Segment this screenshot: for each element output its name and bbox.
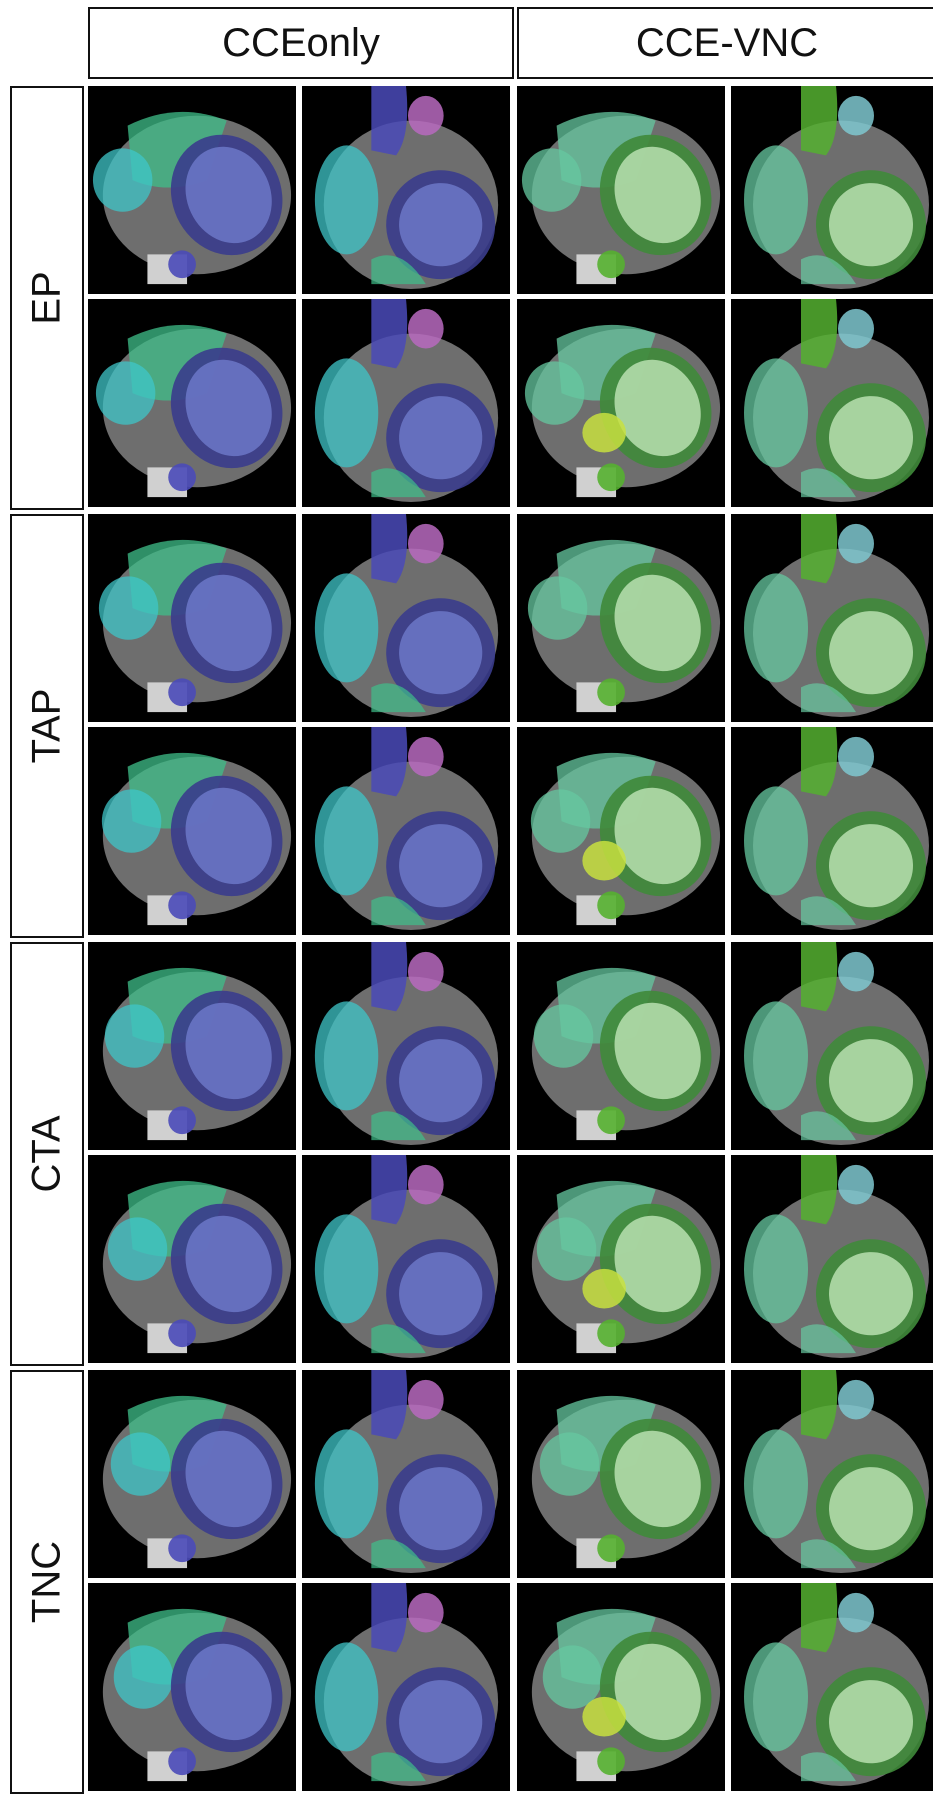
- segmentation-overlay: [314, 1370, 499, 1574]
- segmentation-overlay: [530, 752, 721, 926]
- segmentation-overlay: [314, 86, 499, 290]
- ct-panel-ep-2-cceonly-2: [302, 299, 510, 507]
- ct-panel-tap-2-cce-vnc-2: [731, 727, 933, 935]
- ct-panel-cta-1-cceonly-1: [88, 942, 296, 1150]
- segmentation-overlay: [102, 1395, 292, 1569]
- segmentation-overlay: [527, 539, 721, 713]
- segmentation-overlay: [98, 539, 292, 713]
- segmentation-overlay: [744, 86, 929, 290]
- column-header-cceonly: CCEonly: [88, 7, 514, 79]
- ct-panel-tap-1-cceonly-2: [302, 514, 510, 722]
- segmentation-overlay: [102, 967, 292, 1141]
- segmentation-overlay: [314, 942, 499, 1146]
- segmentation-overlay: [314, 1155, 499, 1359]
- segmentation-overlay: [744, 727, 929, 931]
- ct-panel-cta-1-cce-vnc-1: [517, 942, 725, 1150]
- ct-panel-tnc-2-cce-vnc-2: [731, 1583, 933, 1791]
- segmentation-overlay: [95, 324, 292, 498]
- segmentation-overlay: [744, 299, 929, 503]
- ct-panel-ep-1-cceonly-1: [88, 86, 296, 294]
- column-header-cce-vnc: CCE-VNC: [517, 7, 933, 79]
- ct-panel-tnc-2-cce-vnc-1: [517, 1583, 725, 1791]
- ct-panel-ep-2-cceonly-1: [88, 299, 296, 507]
- ct-panel-tap-1-cce-vnc-1: [517, 514, 725, 722]
- ct-panel-tap-1-cce-vnc-2: [731, 514, 933, 722]
- row-label-tnc: TNC: [10, 1370, 84, 1794]
- ct-panel-tap-2-cceonly-1: [88, 727, 296, 935]
- ct-panel-cta-1-cceonly-2: [302, 942, 510, 1150]
- ct-panel-cta-2-cce-vnc-2: [731, 1155, 933, 1363]
- segmentation-overlay: [521, 111, 721, 285]
- ct-panel-ep-1-cceonly-2: [302, 86, 510, 294]
- ct-panel-tap-1-cceonly-1: [88, 514, 296, 722]
- row-label-ep: EP: [10, 86, 84, 510]
- segmentation-overlay: [102, 1608, 292, 1782]
- segmentation-overlay: [531, 1180, 721, 1354]
- ct-panel-cta-2-cceonly-2: [302, 1155, 510, 1363]
- segmentation-overlay: [314, 299, 499, 503]
- ct-panel-ep-1-cce-vnc-2: [731, 86, 933, 294]
- ct-panel-tap-2-cce-vnc-1: [517, 727, 725, 935]
- ct-panel-tnc-2-cceonly-1: [88, 1583, 296, 1791]
- ct-panel-tnc-1-cceonly-1: [88, 1370, 296, 1578]
- segmentation-overlay: [531, 1608, 721, 1782]
- segmentation-overlay: [101, 752, 292, 926]
- segmentation-overlay: [531, 1395, 721, 1569]
- segmentation-overlay: [314, 1583, 499, 1787]
- segmentation-overlay: [744, 1155, 929, 1359]
- row-label-tap: TAP: [10, 514, 84, 938]
- segmentation-overlay: [744, 514, 929, 718]
- ct-panel-tap-2-cceonly-2: [302, 727, 510, 935]
- segmentation-overlay: [314, 727, 499, 931]
- ct-panel-tnc-2-cceonly-2: [302, 1583, 510, 1791]
- ct-panel-tnc-1-cceonly-2: [302, 1370, 510, 1578]
- ct-panel-cta-1-cce-vnc-2: [731, 942, 933, 1150]
- segmentation-overlay: [92, 111, 292, 285]
- segmentation-overlay: [744, 1583, 929, 1787]
- ct-panel-ep-2-cce-vnc-2: [731, 299, 933, 507]
- ct-panel-ep-1-cce-vnc-1: [517, 86, 725, 294]
- segmentation-overlay: [102, 1180, 292, 1354]
- ct-panel-ep-2-cce-vnc-1: [517, 299, 725, 507]
- segmentation-overlay: [744, 942, 929, 1146]
- ct-panel-cta-2-cceonly-1: [88, 1155, 296, 1363]
- segmentation-overlay: [744, 1370, 929, 1574]
- ct-panel-cta-2-cce-vnc-1: [517, 1155, 725, 1363]
- segmentation-overlay: [531, 967, 721, 1141]
- segmentation-overlay: [524, 324, 721, 498]
- row-label-cta: CTA: [10, 942, 84, 1366]
- ct-panel-tnc-1-cce-vnc-2: [731, 1370, 933, 1578]
- segmentation-overlay: [314, 514, 499, 718]
- ct-panel-tnc-1-cce-vnc-1: [517, 1370, 725, 1578]
